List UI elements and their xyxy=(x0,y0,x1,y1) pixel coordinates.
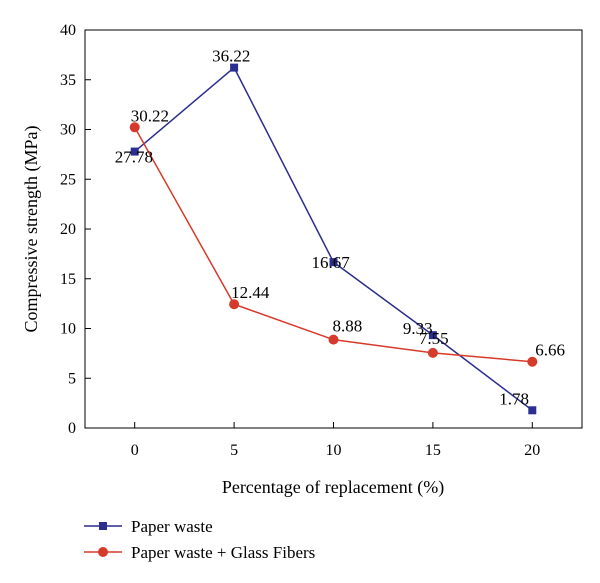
x-tick-label: 20 xyxy=(524,442,540,459)
data-label: 7.55 xyxy=(419,329,449,348)
series-2 xyxy=(129,122,538,367)
data-point xyxy=(230,63,239,72)
data-label: 6.66 xyxy=(535,341,565,360)
data-point xyxy=(427,347,438,358)
legend-label: Paper waste + Glass Fibers xyxy=(131,543,315,562)
y-tick-label: 15 xyxy=(60,271,76,288)
y-tick-label: 40 xyxy=(60,22,76,39)
legend-marker xyxy=(98,547,108,557)
x-axis: 0 5 10 15 20 xyxy=(131,422,540,459)
x-axis-title: Percentage of replacement (%) xyxy=(222,477,444,498)
data-label: 1.78 xyxy=(499,389,529,408)
legend: Paper waste Paper waste + Glass Fibers xyxy=(84,517,315,562)
series-1 xyxy=(130,63,537,415)
legend-label: Paper waste xyxy=(131,517,213,536)
data-point xyxy=(428,331,437,340)
data-point xyxy=(528,406,537,415)
x-tick-label: 5 xyxy=(230,442,238,459)
data-label: 9.33 xyxy=(403,319,433,338)
data-label: 30.22 xyxy=(131,106,169,125)
y-axis: 0 5 10 15 20 25 30 35 40 xyxy=(60,22,91,437)
y-tick-label: 30 xyxy=(60,122,76,139)
data-label: 16.67 xyxy=(312,253,351,272)
data-point xyxy=(129,122,140,133)
data-point xyxy=(328,334,339,345)
y-tick-label: 5 xyxy=(68,370,76,387)
data-point xyxy=(329,258,338,267)
x-tick-label: 15 xyxy=(425,442,441,459)
y-axis-title: Compressive strength (MPa) xyxy=(21,126,42,333)
data-point xyxy=(229,299,240,310)
y-tick-label: 35 xyxy=(60,72,76,89)
data-label: 27.78 xyxy=(115,148,153,167)
x-tick-label: 10 xyxy=(326,442,342,459)
data-point xyxy=(130,147,139,156)
plot-frame xyxy=(84,29,583,429)
data-point xyxy=(527,356,538,367)
data-label: 36.22 xyxy=(212,47,250,66)
data-label: 12.44 xyxy=(231,283,270,302)
y-tick-label: 0 xyxy=(68,420,76,437)
x-tick-label: 0 xyxy=(131,442,139,459)
legend-marker xyxy=(99,522,107,530)
data-label: 8.88 xyxy=(333,317,363,336)
series-layer: 27.78 36.22 16.67 9.33 1.78 30.22 12.44 8.88 7.5… xyxy=(115,47,565,415)
y-tick-label: 10 xyxy=(60,321,76,338)
y-tick-label: 25 xyxy=(60,171,76,188)
series-line xyxy=(134,66,533,411)
y-tick-label: 20 xyxy=(60,221,76,238)
